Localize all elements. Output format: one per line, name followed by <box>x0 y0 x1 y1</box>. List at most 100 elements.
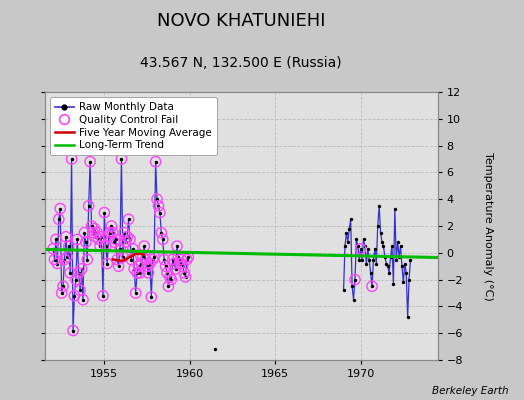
Point <box>110 239 118 245</box>
Point <box>159 236 167 242</box>
Point <box>379 243 388 249</box>
Point <box>93 230 102 236</box>
Point <box>106 230 114 236</box>
Point <box>151 158 160 165</box>
Point <box>144 270 152 276</box>
Point <box>62 234 70 240</box>
Legend: Raw Monthly Data, Quality Control Fail, Five Year Moving Average, Long-Term Tren: Raw Monthly Data, Quality Control Fail, … <box>50 97 217 156</box>
Point <box>179 263 187 270</box>
Point <box>126 236 134 242</box>
Point <box>151 158 160 165</box>
Point <box>90 226 99 232</box>
Point <box>76 287 84 294</box>
Point <box>348 283 356 290</box>
Point <box>128 246 137 252</box>
Point <box>89 230 97 236</box>
Point <box>368 283 376 290</box>
Point <box>177 256 185 263</box>
Point <box>160 256 168 263</box>
Point <box>362 260 370 267</box>
Point <box>68 156 76 162</box>
Point <box>107 223 116 229</box>
Point <box>161 263 170 270</box>
Point <box>56 205 64 212</box>
Point <box>86 158 94 165</box>
Point <box>114 263 123 270</box>
Point <box>211 346 220 352</box>
Point <box>103 260 112 267</box>
Point <box>133 270 141 276</box>
Point <box>386 254 395 260</box>
Point <box>78 266 86 272</box>
Point <box>88 223 96 229</box>
Point <box>149 256 157 263</box>
Point <box>144 270 152 276</box>
Point <box>104 234 113 240</box>
Point <box>64 243 73 249</box>
Point <box>350 296 358 303</box>
Point <box>399 279 408 286</box>
Point <box>345 226 354 232</box>
Point <box>63 254 71 260</box>
Point <box>66 270 74 276</box>
Point <box>94 236 103 242</box>
Point <box>359 236 368 242</box>
Point <box>173 243 181 249</box>
Point <box>54 216 63 222</box>
Point <box>113 256 122 263</box>
Point <box>108 230 117 236</box>
Point <box>92 234 100 240</box>
Point <box>169 256 177 263</box>
Point <box>113 256 122 263</box>
Point <box>133 270 141 276</box>
Point <box>123 234 132 240</box>
Point <box>117 156 126 162</box>
Point <box>136 270 144 276</box>
Point <box>118 254 127 260</box>
Point <box>183 256 191 263</box>
Point <box>66 270 74 276</box>
Point <box>361 243 369 249</box>
Point <box>170 260 178 267</box>
Point <box>112 236 120 242</box>
Point <box>120 230 128 236</box>
Point <box>69 327 77 334</box>
Point <box>56 205 64 212</box>
Point <box>351 276 359 283</box>
Point <box>164 283 172 290</box>
Point <box>117 156 126 162</box>
Point <box>70 292 79 299</box>
Point <box>58 290 66 296</box>
Point <box>366 270 375 276</box>
Point <box>161 263 170 270</box>
Point <box>385 270 394 276</box>
Point <box>174 254 182 260</box>
Point <box>159 236 167 242</box>
Point <box>123 234 132 240</box>
Point <box>60 256 69 263</box>
Point <box>130 266 138 272</box>
Point <box>140 243 148 249</box>
Point <box>154 203 162 209</box>
Point <box>122 239 130 245</box>
Point <box>49 246 57 252</box>
Point <box>342 230 351 236</box>
Point <box>52 236 60 242</box>
Title: 43.567 N, 132.500 E (Russia): 43.567 N, 132.500 E (Russia) <box>140 56 342 70</box>
Point <box>139 254 147 260</box>
Point <box>126 236 134 242</box>
Point <box>384 263 392 270</box>
Point <box>382 260 390 267</box>
Point <box>134 263 143 270</box>
Point <box>143 263 151 270</box>
Point <box>92 234 100 240</box>
Point <box>86 158 94 165</box>
Point <box>53 260 61 267</box>
Point <box>150 254 158 260</box>
Point <box>370 246 379 252</box>
Point <box>134 263 143 270</box>
Point <box>173 243 181 249</box>
Point <box>356 246 365 252</box>
Point <box>68 156 76 162</box>
Point <box>156 210 164 216</box>
